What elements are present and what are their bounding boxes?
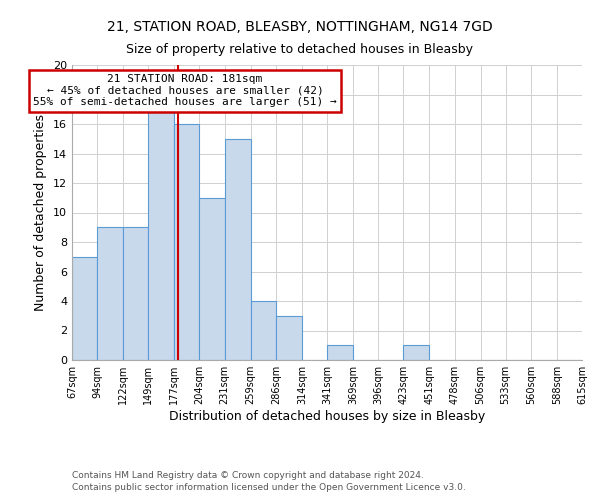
Bar <box>148 110 175 360</box>
Bar <box>251 301 276 360</box>
Text: 21, STATION ROAD, BLEASBY, NOTTINGHAM, NG14 7GD: 21, STATION ROAD, BLEASBY, NOTTINGHAM, N… <box>107 20 493 34</box>
Bar <box>97 227 123 360</box>
Bar <box>72 257 97 360</box>
Bar <box>175 124 199 360</box>
X-axis label: Distribution of detached houses by size in Bleasby: Distribution of detached houses by size … <box>169 410 485 423</box>
Bar <box>403 345 430 360</box>
Y-axis label: Number of detached properties: Number of detached properties <box>34 114 47 311</box>
Text: Contains HM Land Registry data © Crown copyright and database right 2024.: Contains HM Land Registry data © Crown c… <box>72 471 424 480</box>
Bar <box>123 227 148 360</box>
Bar <box>199 198 224 360</box>
Text: Contains public sector information licensed under the Open Government Licence v3: Contains public sector information licen… <box>72 484 466 492</box>
Text: Size of property relative to detached houses in Bleasby: Size of property relative to detached ho… <box>127 42 473 56</box>
Bar <box>327 345 353 360</box>
Bar <box>224 138 251 360</box>
Text: 21 STATION ROAD: 181sqm
← 45% of detached houses are smaller (42)
55% of semi-de: 21 STATION ROAD: 181sqm ← 45% of detache… <box>33 74 337 108</box>
Bar <box>276 316 302 360</box>
